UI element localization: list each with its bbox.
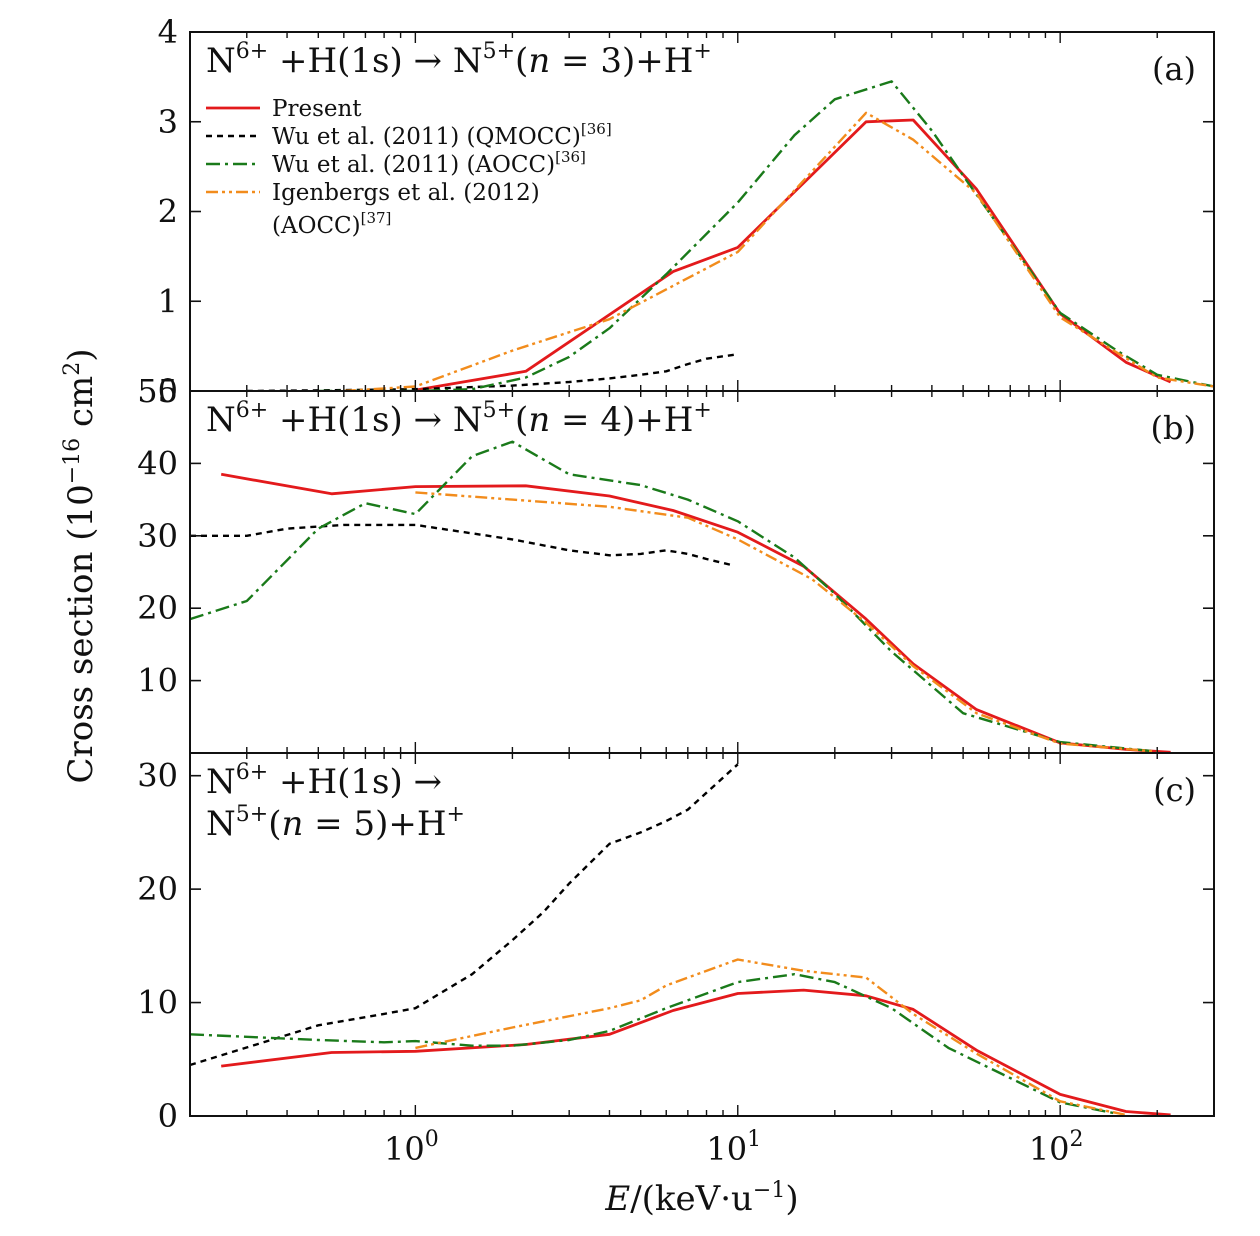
y-tick-label-b: 50 (137, 372, 178, 410)
panel-title-a: N6+​ +H(1s) → N5+​(n = 3)+H+​ (206, 39, 712, 81)
legend-label-qmocc: Wu et al. (2011) (QMOCC)[36] (272, 120, 612, 150)
panel-title-c: N6+​ +H(1s) →N5+​(n = 5)+H+​ (206, 760, 465, 844)
panel-tag-a: (a) (1152, 50, 1196, 88)
panel-title-line-b-0: N6+​ +H(1s) → N5+​(n = 4)+H+​ (206, 398, 712, 440)
series-aocc-a (318, 80, 1214, 391)
y-tick-label-b: 20 (137, 589, 178, 627)
y-tick-label-c: 30 (137, 757, 178, 795)
x-tick-label: 100 (384, 1127, 439, 1168)
series-qmocc-b (190, 523, 731, 566)
y-tick-label-a: 1 (158, 282, 178, 320)
series-present-c (221, 988, 1171, 1116)
y-tick-label-c: 20 (137, 870, 178, 908)
series-igen-a (343, 111, 1214, 391)
y-tick-label-b: 10 (137, 662, 178, 700)
series-aocc-b (190, 440, 1158, 753)
panel-title-line-c-1: N5+​(n = 5)+H+​ (206, 802, 465, 844)
panel-tag-c: (c) (1153, 771, 1196, 809)
series-present-b (220, 472, 1171, 753)
x-axis-labels: 100 101 102 (384, 1127, 1084, 1168)
panel-title-b: N6+​ +H(1s) → N5+​(n = 4)+H+​ (206, 398, 712, 440)
legend-label-igen: Igenbergs et al. (2012) (272, 180, 540, 206)
plot-frame-b (189, 390, 1215, 754)
y-tick-label-a: 2 (158, 193, 178, 231)
panel-title-line-c-0: N6+​ +H(1s) → (206, 760, 442, 802)
panel-b: 10 20 30 40 50 N6+​ +H(1s) → N5+​(n = 4)+H+​ (… (137, 372, 1215, 754)
plot-frame-a (189, 31, 1215, 392)
y-tick-label-c: 10 (137, 984, 178, 1022)
y-tick-label-c: 0 (158, 1097, 178, 1135)
y-tick-label-a: 4 (158, 13, 178, 51)
series-aocc-c (190, 973, 1118, 1115)
series-qmocc-a (246, 353, 738, 391)
panel-tag-b: (b) (1151, 409, 1196, 447)
legend-label-aocc: Wu et al. (2011) (AOCC)[36] (272, 148, 586, 178)
series-igen-b (415, 491, 1158, 753)
panels-layer: 5 1 2 3 4 N6+​ +H(1s) → N5+​(n = 3)+H+​ (a) 10 2… (137, 13, 1215, 1135)
panel-a: 5 1 2 3 4 N6+​ +H(1s) → N5+​(n = 3)+H+​ (a) (158, 13, 1215, 410)
series-igen-c (415, 958, 1127, 1116)
y-tick-label-a: 3 (158, 103, 178, 141)
x-tick-label: 101 (706, 1127, 761, 1168)
y-tick-label-b: 30 (137, 517, 178, 555)
panel-title-line-a-0: N6+​ +H(1s) → N5+​(n = 3)+H+​ (206, 39, 712, 81)
y-axis-title: Cross section (10−16 cm2) (60, 348, 101, 783)
x-tick-label: 102 (1029, 1127, 1084, 1168)
legend-label2-igen: (AOCC)[37] (272, 209, 391, 239)
x-axis-title: E/(keV·u−1) (604, 1178, 798, 1219)
y-tick-label-a: 5 (158, 372, 178, 410)
panel-c: 0 10 20 30 N6+​ +H(1s) →N5+​(n = 5)+H+​ (c) (137, 752, 1215, 1135)
plot-frame-c (189, 752, 1215, 1117)
series-layer-a (246, 80, 1214, 391)
series-layer-c (190, 763, 1171, 1116)
legend-label-present: Present (272, 96, 362, 122)
series-layer-b (190, 440, 1171, 753)
y-tick-label-b: 40 (137, 444, 178, 482)
